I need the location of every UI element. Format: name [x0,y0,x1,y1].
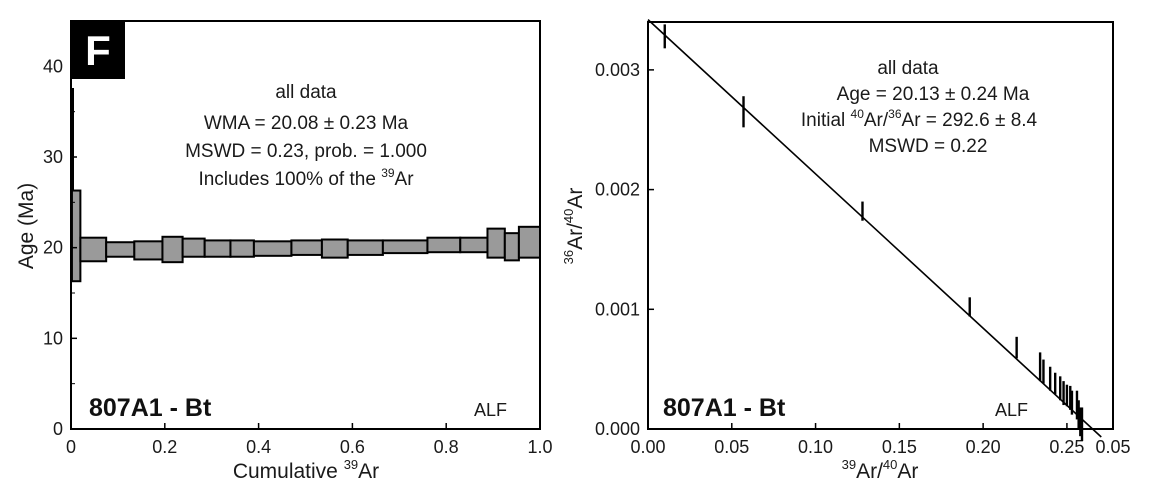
left-x-tick-label: 0.4 [246,437,271,457]
right-y-tick-label: 0.002 [595,180,640,200]
left-sample-label: 807A1 - Bt [89,394,212,422]
left-note-line1: all data [275,82,337,103]
age-step-10 [252,240,293,257]
right-y-tick-label: 0.001 [595,299,640,319]
right-x-axis-label-sup2: 40 [883,457,897,472]
right-y-axis-label-mid: Ar/ [564,223,587,250]
right-x-tick-label: 0.05 [1095,437,1130,457]
isochron-points [663,24,1084,441]
age-step-6 [161,235,184,264]
left-x-axis-label-sup: 39 [344,457,358,472]
panel-label-badge [71,21,125,79]
right-note-line4: MSWD = 0.22 [869,136,988,157]
age-step-3 [79,236,108,263]
right-lab-label: ALF [995,400,1028,420]
age-step-13 [346,239,384,256]
right-note-line3-post: Ar = 292.6 ± 8.4 [902,110,1038,131]
age-step-15 [426,236,462,254]
age-step-5 [133,240,164,261]
age-step-14 [381,239,429,255]
left-note-line4: Includes 100% of the 39Ar [198,166,414,190]
right-y-tick-label: 0.003 [595,60,640,80]
left-x-tick-label: 0.8 [434,437,459,457]
left-y-tick-label: 0 [53,419,63,439]
right-note-line1: all data [877,58,939,79]
right-y-axis-label: 36Ar/40Ar [561,188,587,265]
isochron-fit-line [647,19,1102,438]
right-x-tick-label: 0.25 [1049,437,1084,457]
right-x-axis-label-sup1: 39 [842,457,856,472]
left-x-axis-label-tail: Ar [358,460,379,483]
left-x-tick-label: 1.0 [527,437,552,457]
left-note-line4-sup: 39 [381,166,395,180]
age-step-11 [290,239,323,256]
age-spectrum-panel: 0 0.2 0.4 0.6 0.8 1.0 0 10 20 30 40 F all data WMA… [15,20,553,483]
panel-label: F [85,27,111,74]
age-step-17 [486,227,506,259]
right-x-tick-label: 0.05 [714,437,749,457]
left-y-tick-label: 30 [43,147,63,167]
right-note-line3-sup2: 36 [888,107,902,121]
right-x-tick-label: 0.15 [882,437,917,457]
left-note-line3: MSWD = 0.23, prob. = 1.000 [185,141,427,162]
left-y-tick-label: 10 [43,328,63,348]
left-y-tick-label: 40 [43,56,63,76]
right-note-line3: Initial 40Ar/36Ar = 292.6 ± 8.4 [801,107,1038,131]
right-sample-label: 807A1 - Bt [663,394,786,422]
right-x-tick-label: 0.20 [966,437,1001,457]
age-step-16 [459,236,489,254]
age-step-2 [70,189,82,283]
right-plot-frame [647,21,1114,430]
left-note-line2: WMA = 20.08 ± 0.23 Ma [204,113,409,134]
right-axis-ticks: 0.00 0.05 0.10 0.15 0.20 0.25 0.05 0.000 0.001 0.… [595,60,1131,457]
left-x-tick-label: 0.6 [340,437,365,457]
left-x-tick-label: 0.2 [152,437,177,457]
left-y-tick-label: 20 [43,238,63,258]
right-note-line3-pre: Initial [801,110,851,131]
right-x-axis-label-mid: Ar/ [856,460,883,483]
right-y-axis-label-sup2: 40 [561,209,576,223]
left-lab-label: ALF [474,400,507,420]
left-x-tick-label: 0 [66,437,76,457]
right-x-axis-label-tail: Ar [897,460,918,483]
left-note-line4-pre: Includes 100% of the [198,169,381,190]
age-spectrum-steps [70,88,542,283]
age-step-18 [503,232,520,262]
right-y-axis-label-sup1: 36 [561,250,576,264]
right-note-line2: Age = 20.13 ± 0.24 Ma [837,84,1030,105]
right-y-axis-label-tail: Ar [564,188,587,209]
left-plot-frame [70,20,541,430]
age-step-8 [203,239,232,258]
age-step-7 [181,237,206,258]
right-x-tick-label: 0.10 [798,437,833,457]
right-note-line3-mid: Ar/ [864,110,889,131]
age-step-4 [105,241,136,258]
age-step-19 [517,225,542,259]
isochron-panel: 0.00 0.05 0.10 0.15 0.20 0.25 0.05 0.000 0.001 0.… [561,19,1131,483]
left-note-line4-post: Ar [395,169,415,190]
left-axis-ticks: 0 0.2 0.4 0.6 0.8 1.0 0 10 20 30 40 [43,56,553,457]
right-x-axis-label: 39Ar/40Ar [842,457,919,483]
left-y-axis-label: Age (Ma) [15,183,38,269]
right-x-tick-label: 0.00 [630,437,665,457]
right-y-tick-label: 0.000 [595,419,640,439]
left-x-axis-label-main: Cumulative [233,460,344,483]
right-note-line3-sup1: 40 [851,107,865,121]
left-x-axis-label: Cumulative 39Ar [233,457,379,483]
age-step-12 [320,238,349,259]
age-step-9 [229,239,255,258]
